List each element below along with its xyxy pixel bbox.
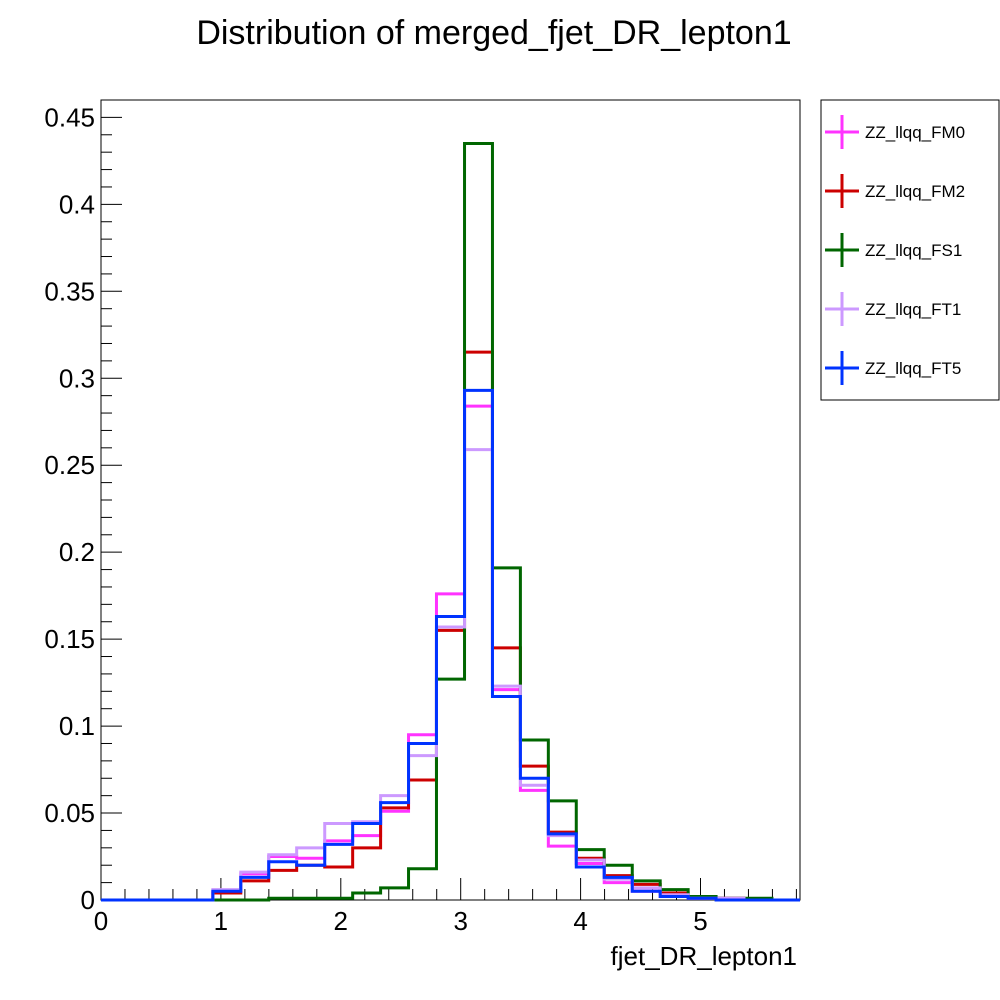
plot-area: 0 0.05 0.1 0.15 0.2 0.25 0.3 0.35 0.4 0.45 0 1 2 3 4 5 (44, 99, 801, 936)
legend-label: ZZ_llqq_FS1 (865, 241, 962, 260)
legend-label: ZZ_llqq_FT1 (865, 300, 961, 319)
x-tick-label: 3 (453, 906, 467, 936)
series-line-ZZ_llqq_FS1 (101, 141, 800, 902)
y-tick-label: 0.25 (44, 450, 95, 480)
y-tick-label: 0.15 (44, 624, 95, 654)
y-tick-label: 0.1 (59, 711, 95, 741)
y-tick-label: 0.45 (44, 102, 95, 132)
y-tick-label: 0.3 (59, 363, 95, 393)
x-axis-title: fjet_DR_lepton1 (611, 941, 797, 971)
y-tick-label: 0.2 (59, 537, 95, 567)
chart-title: Distribution of merged_fjet_DR_lepton1 (196, 14, 791, 52)
x-tick-label: 0 (94, 906, 108, 936)
legend: ZZ_llqq_FM0 ZZ_llqq_FM2 ZZ_llqq_FS1 ZZ_llqq… (820, 99, 1000, 401)
legend-label: ZZ_llqq_FM0 (865, 123, 965, 142)
x-tick-label: 5 (693, 906, 707, 936)
x-tick-label: 1 (214, 906, 228, 936)
series-line-ZZ_llqq_FT5 (101, 388, 800, 902)
y-tick-label: 0.35 (44, 276, 95, 306)
legend-label: ZZ_llqq_FT5 (865, 359, 961, 378)
y-tick-label: 0.05 (44, 798, 95, 828)
x-tick-label: 4 (573, 906, 587, 936)
x-tick-label: 2 (334, 906, 348, 936)
legend-label: ZZ_llqq_FM2 (865, 182, 965, 201)
y-tick-label: 0 (81, 885, 95, 915)
y-tick-label: 0.4 (59, 189, 95, 219)
